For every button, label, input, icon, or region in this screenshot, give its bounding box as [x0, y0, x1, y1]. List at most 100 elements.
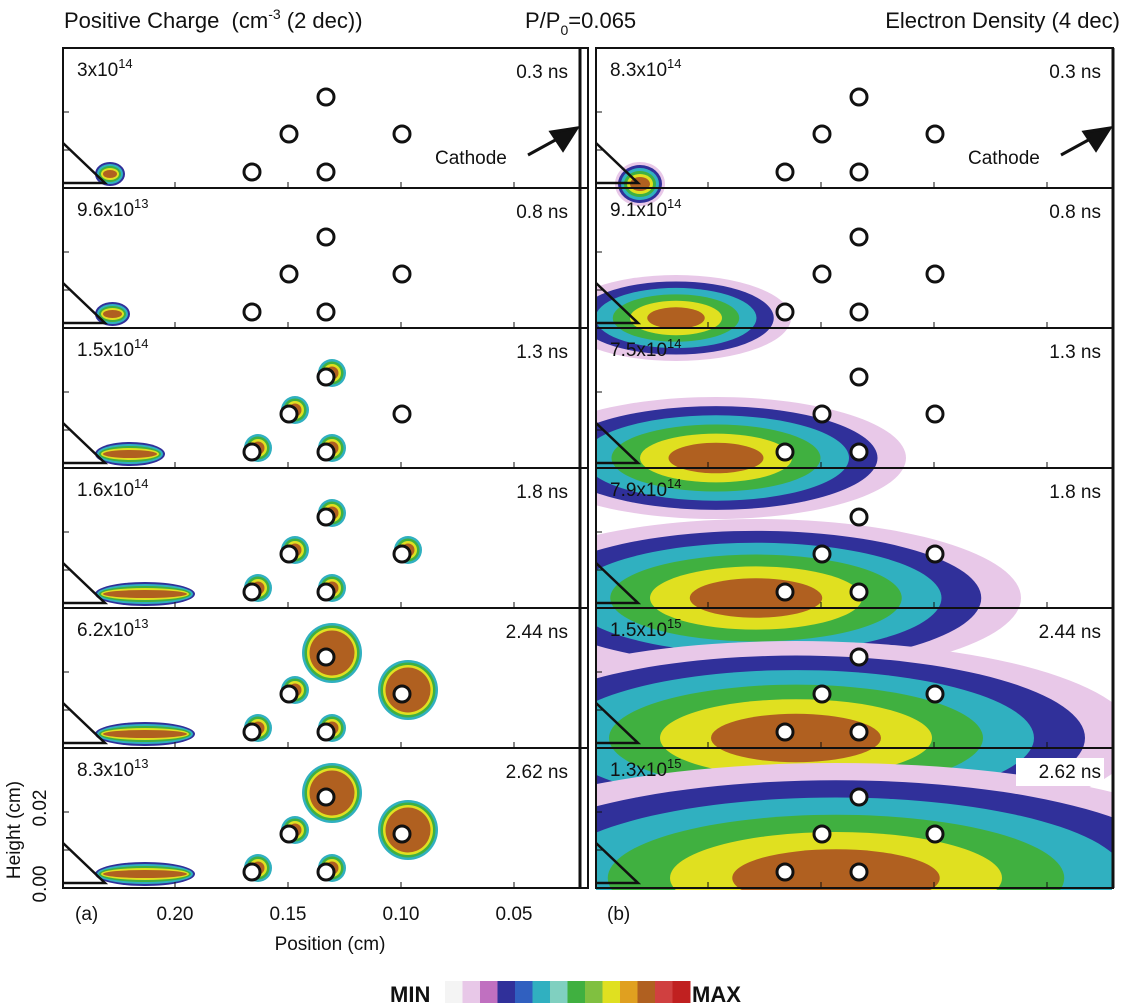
- colorbar-swatch: [515, 981, 533, 1003]
- rod: [849, 87, 869, 107]
- peak-exponent: 13: [134, 756, 148, 771]
- title-part: =0.065: [568, 8, 636, 33]
- x-tick-label: 0.05: [496, 904, 533, 925]
- title-part: (2 dec)): [281, 8, 363, 33]
- rod: [925, 124, 945, 144]
- rod: [849, 647, 869, 667]
- rod: [812, 124, 832, 144]
- contour: [711, 713, 881, 763]
- colorbar-swatch: [462, 981, 481, 1003]
- rod: [392, 544, 412, 564]
- rod: [849, 722, 869, 742]
- peak-exponent: 14: [134, 476, 148, 491]
- peak-exponent: 14: [667, 476, 681, 491]
- panel-label: (b): [607, 904, 630, 925]
- peak-value: 1.3x1015: [610, 756, 682, 781]
- time-label: 1.8 ns: [1049, 482, 1101, 503]
- peak-mantissa: 9.6x10: [77, 200, 134, 221]
- peak-value: 7.5x1014: [610, 336, 682, 361]
- peak-exponent: 14: [667, 196, 681, 211]
- contour: [103, 170, 117, 178]
- rod: [849, 162, 869, 182]
- colorbar-swatch: [672, 981, 691, 1003]
- rod: [279, 264, 299, 284]
- peak-mantissa: 1.6x10: [77, 480, 134, 501]
- cathode-label: Cathode: [435, 148, 507, 169]
- colorbar-swatch: [620, 981, 638, 1003]
- cathode-arrow: [527, 126, 581, 157]
- rod: [775, 302, 795, 322]
- rod: [242, 162, 262, 182]
- time-label: 2.62 ns: [1039, 762, 1101, 783]
- colorbar-max: MAX: [692, 982, 741, 1007]
- colorbar-swatch: [497, 981, 516, 1003]
- peak-mantissa: 1.5x10: [610, 620, 667, 641]
- time-label: 2.62 ns: [506, 762, 568, 783]
- peak-mantissa: 9.1x10: [610, 200, 667, 221]
- x-tick-label: 0.15: [270, 904, 307, 925]
- panel-frame: [62, 747, 589, 889]
- contour: [689, 578, 823, 618]
- peak-exponent: 14: [134, 336, 148, 351]
- electrode: [62, 422, 109, 465]
- rod: [849, 442, 869, 462]
- rod: [242, 582, 262, 602]
- electrode: [62, 282, 109, 325]
- time-label: 1.8 ns: [516, 482, 568, 503]
- electrode: [62, 842, 109, 885]
- contour: [103, 310, 122, 318]
- rod: [812, 264, 832, 284]
- rod: [925, 264, 945, 284]
- rod: [775, 862, 795, 882]
- rod: [316, 162, 336, 182]
- x-axis-title: Position (cm): [275, 934, 386, 955]
- time-label: 0.3 ns: [516, 62, 568, 83]
- rod: [849, 787, 869, 807]
- rod: [316, 227, 336, 247]
- peak-value: 8.3x1013: [77, 756, 149, 781]
- y-tick-label: 0.02: [30, 790, 51, 827]
- rod: [812, 824, 832, 844]
- peak-exponent: 14: [667, 56, 681, 71]
- rod: [316, 787, 336, 807]
- colorbar-swatch: [655, 981, 673, 1003]
- contour: [668, 442, 764, 474]
- rod: [279, 684, 299, 704]
- rod: [849, 227, 869, 247]
- peak-exponent: 14: [118, 56, 132, 71]
- rod: [849, 507, 869, 527]
- rod: [392, 264, 412, 284]
- peak-value: 7.9x1014: [610, 476, 682, 501]
- contour: [103, 870, 187, 878]
- peak-value: 6.2x1013: [77, 616, 149, 641]
- peak-mantissa: 7.9x10: [610, 480, 667, 501]
- rod: [316, 302, 336, 322]
- rod: [775, 442, 795, 462]
- center-title: P/P0=0.065: [525, 8, 636, 38]
- electrode: [595, 702, 642, 745]
- time-box: [1016, 618, 1104, 646]
- electrode: [595, 282, 642, 325]
- rod: [279, 404, 299, 424]
- rod: [849, 582, 869, 602]
- rod: [392, 124, 412, 144]
- colorbar-swatch: [480, 981, 498, 1003]
- electrode: [595, 422, 642, 465]
- peak-mantissa: 1.3x10: [610, 760, 667, 781]
- rod: [242, 722, 262, 742]
- rod: [849, 367, 869, 387]
- rod: [316, 862, 336, 882]
- electrode: [595, 842, 642, 885]
- contours-a: [95, 162, 438, 886]
- peak-exponent: 13: [134, 616, 148, 631]
- rod: [316, 442, 336, 462]
- time-label: 1.3 ns: [1049, 342, 1101, 363]
- peak-value: 8.3x1014: [610, 56, 682, 81]
- electrode: [62, 702, 109, 745]
- rod: [392, 684, 412, 704]
- peak-exponent: 13: [134, 196, 148, 211]
- colorbar-swatch: [550, 981, 568, 1003]
- peak-value: 1.5x1014: [77, 336, 149, 361]
- rod: [925, 684, 945, 704]
